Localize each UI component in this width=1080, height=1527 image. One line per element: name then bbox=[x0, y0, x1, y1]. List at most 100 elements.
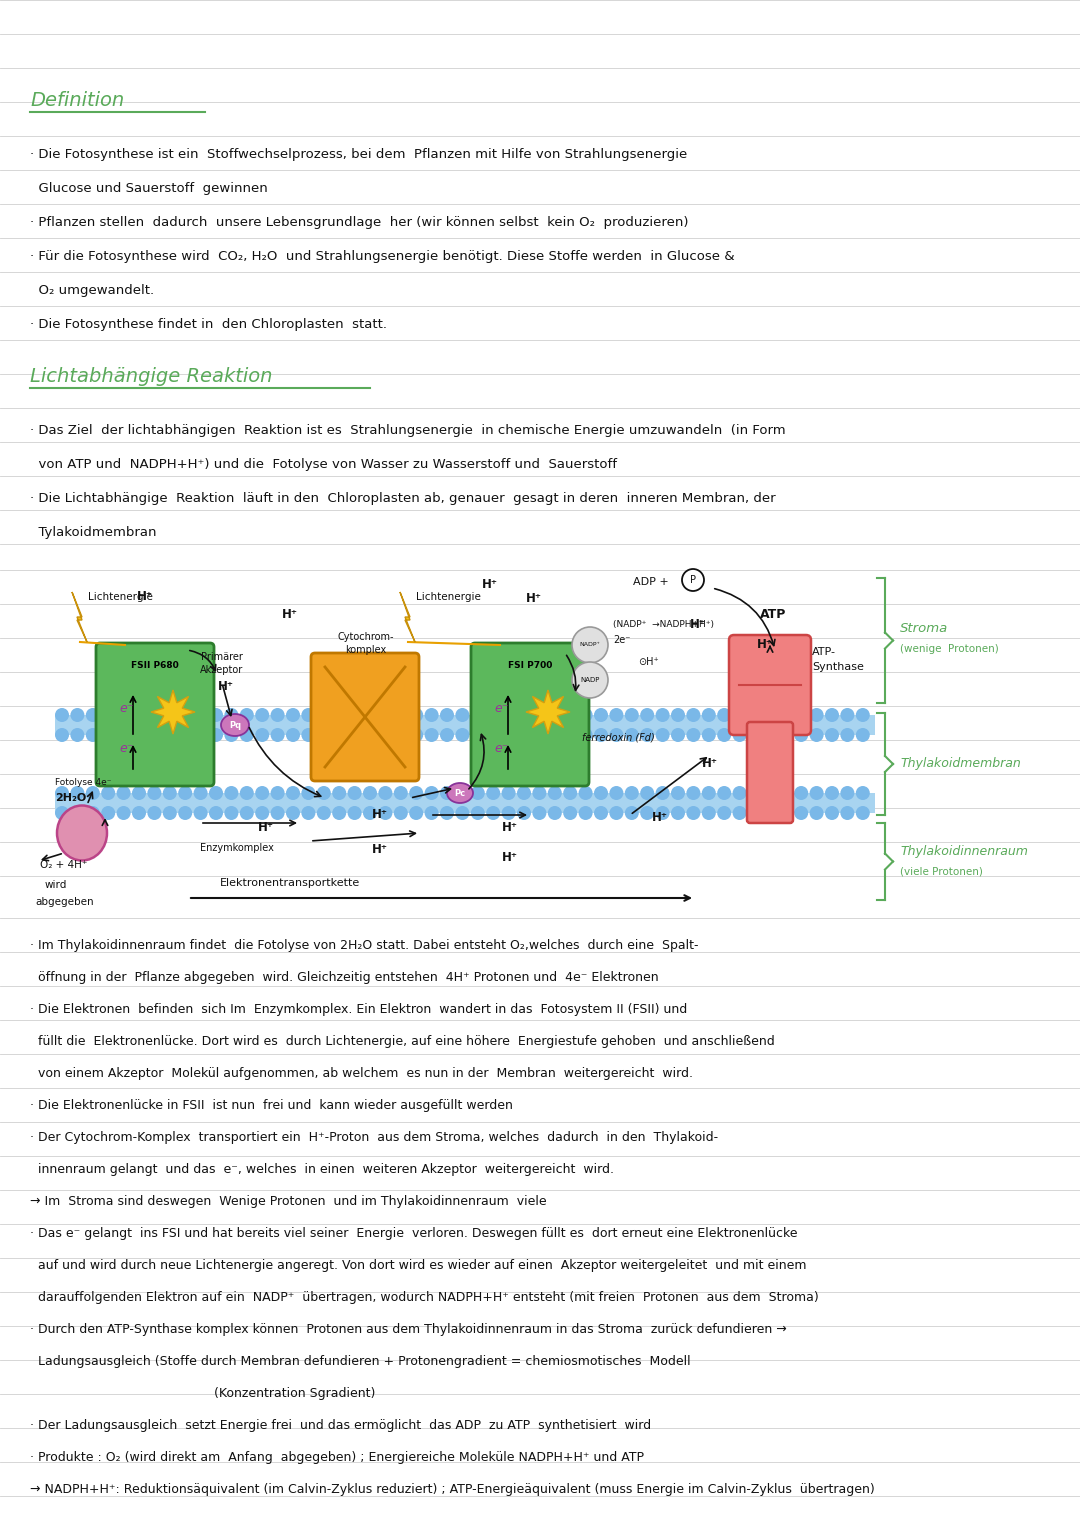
Text: ferredoxin (Fd): ferredoxin (Fd) bbox=[582, 733, 654, 744]
Circle shape bbox=[316, 786, 330, 800]
Circle shape bbox=[687, 806, 701, 820]
Circle shape bbox=[286, 806, 300, 820]
Circle shape bbox=[486, 786, 500, 800]
Circle shape bbox=[456, 709, 470, 722]
Text: H⁺: H⁺ bbox=[526, 592, 542, 605]
Circle shape bbox=[255, 728, 269, 742]
Circle shape bbox=[456, 806, 470, 820]
FancyBboxPatch shape bbox=[311, 654, 419, 780]
Circle shape bbox=[271, 786, 285, 800]
Circle shape bbox=[640, 728, 654, 742]
Circle shape bbox=[779, 806, 793, 820]
Circle shape bbox=[301, 786, 315, 800]
Circle shape bbox=[240, 709, 254, 722]
Circle shape bbox=[764, 709, 778, 722]
Circle shape bbox=[147, 806, 161, 820]
Text: Enzymkomplex: Enzymkomplex bbox=[200, 843, 274, 854]
Circle shape bbox=[55, 728, 69, 742]
Circle shape bbox=[316, 728, 330, 742]
Circle shape bbox=[732, 728, 746, 742]
Circle shape bbox=[717, 709, 731, 722]
Text: Elektronentransportkette: Elektronentransportkette bbox=[220, 878, 361, 889]
Circle shape bbox=[732, 806, 746, 820]
Circle shape bbox=[456, 728, 470, 742]
Circle shape bbox=[70, 728, 84, 742]
Circle shape bbox=[471, 728, 485, 742]
Circle shape bbox=[579, 728, 593, 742]
Circle shape bbox=[378, 806, 392, 820]
Circle shape bbox=[687, 728, 701, 742]
Text: · Der Ladungsausgleich  setzt Energie frei  und das ermöglicht  das ADP  zu ATP : · Der Ladungsausgleich setzt Energie fre… bbox=[30, 1419, 651, 1432]
Circle shape bbox=[671, 709, 685, 722]
Circle shape bbox=[548, 728, 562, 742]
Circle shape bbox=[255, 709, 269, 722]
Text: innenraum gelangt  und das  e⁻, welches  in einen  weiteren Akzeptor  weitergere: innenraum gelangt und das e⁻, welches in… bbox=[30, 1164, 615, 1176]
Bar bbox=[55, 793, 875, 812]
Circle shape bbox=[532, 709, 546, 722]
Circle shape bbox=[210, 728, 222, 742]
Text: 2e⁻: 2e⁻ bbox=[613, 635, 631, 644]
Circle shape bbox=[193, 709, 207, 722]
Circle shape bbox=[409, 806, 423, 820]
Circle shape bbox=[409, 728, 423, 742]
Circle shape bbox=[572, 628, 608, 663]
Circle shape bbox=[501, 728, 515, 742]
FancyBboxPatch shape bbox=[747, 722, 793, 823]
Text: Thylakoidinnenraum: Thylakoidinnenraum bbox=[900, 844, 1028, 858]
Text: · Die Fotosynthese ist ein  Stoffwechselprozess, bei dem  Pflanzen mit Hilfe von: · Die Fotosynthese ist ein Stoffwechselp… bbox=[30, 148, 687, 160]
Circle shape bbox=[424, 709, 438, 722]
Text: von einem Akzeptor  Molekül aufgenommen, ab welchem  es nun in der  Membran  wei: von einem Akzeptor Molekül aufgenommen, … bbox=[30, 1067, 693, 1080]
Circle shape bbox=[625, 786, 638, 800]
Circle shape bbox=[424, 728, 438, 742]
Circle shape bbox=[579, 786, 593, 800]
Text: ATP-: ATP- bbox=[812, 647, 836, 657]
Circle shape bbox=[681, 570, 704, 591]
Text: → NADPH+H⁺: Reduktionsäquivalent (im Calvin-Zyklus reduziert) ; ATP-Energieäquiv: → NADPH+H⁺: Reduktionsäquivalent (im Cal… bbox=[30, 1483, 875, 1496]
Circle shape bbox=[609, 709, 623, 722]
Text: ATP: ATP bbox=[760, 608, 786, 621]
Circle shape bbox=[717, 806, 731, 820]
Text: O₂ + 4H⁺: O₂ + 4H⁺ bbox=[40, 860, 87, 870]
Text: · Der Cytochrom-Komplex  transportiert ein  H⁺-Proton  aus dem Stroma, welches  : · Der Cytochrom-Komplex transportiert ei… bbox=[30, 1132, 718, 1144]
Text: P: P bbox=[690, 576, 696, 585]
Circle shape bbox=[748, 709, 762, 722]
Circle shape bbox=[594, 728, 608, 742]
Polygon shape bbox=[72, 592, 87, 641]
Circle shape bbox=[855, 728, 869, 742]
Circle shape bbox=[548, 806, 562, 820]
Circle shape bbox=[147, 728, 161, 742]
Circle shape bbox=[764, 786, 778, 800]
Circle shape bbox=[625, 806, 638, 820]
Circle shape bbox=[748, 786, 762, 800]
Text: 2H₂O: 2H₂O bbox=[55, 793, 86, 803]
Circle shape bbox=[640, 786, 654, 800]
FancyBboxPatch shape bbox=[729, 635, 811, 734]
Circle shape bbox=[517, 709, 531, 722]
Circle shape bbox=[609, 806, 623, 820]
Circle shape bbox=[163, 806, 177, 820]
Circle shape bbox=[579, 709, 593, 722]
Circle shape bbox=[532, 806, 546, 820]
Circle shape bbox=[240, 786, 254, 800]
Circle shape bbox=[609, 786, 623, 800]
Circle shape bbox=[855, 709, 869, 722]
Circle shape bbox=[579, 806, 593, 820]
Circle shape bbox=[225, 786, 239, 800]
Circle shape bbox=[471, 709, 485, 722]
Circle shape bbox=[440, 806, 454, 820]
Text: H⁺: H⁺ bbox=[218, 680, 234, 693]
Text: · Die Lichtabhängige  Reaktion  läuft in den  Chloroplasten ab, genauer  gesagt : · Die Lichtabhängige Reaktion läuft in d… bbox=[30, 492, 775, 505]
Circle shape bbox=[625, 709, 638, 722]
Circle shape bbox=[409, 786, 423, 800]
Circle shape bbox=[671, 786, 685, 800]
Circle shape bbox=[471, 786, 485, 800]
Circle shape bbox=[702, 806, 716, 820]
Circle shape bbox=[193, 786, 207, 800]
Circle shape bbox=[732, 786, 746, 800]
Text: NADP⁺: NADP⁺ bbox=[580, 643, 600, 647]
Text: füllt die  Elektronenlücke. Dort wird es  durch Lichtenergie, auf eine höhere  E: füllt die Elektronenlücke. Dort wird es … bbox=[30, 1035, 774, 1048]
Circle shape bbox=[855, 786, 869, 800]
Circle shape bbox=[55, 786, 69, 800]
Circle shape bbox=[440, 786, 454, 800]
Circle shape bbox=[548, 709, 562, 722]
